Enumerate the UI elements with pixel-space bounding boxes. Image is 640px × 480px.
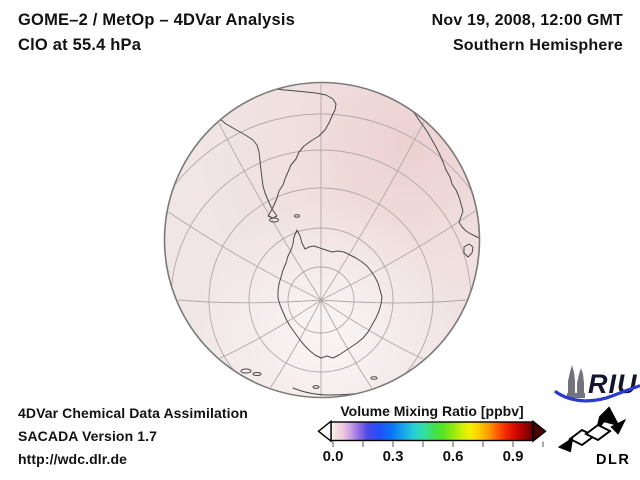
datetime-label: Nov 19, 2008, 12:00 GMT xyxy=(431,12,623,29)
graticule xyxy=(165,83,479,397)
coast-island xyxy=(269,217,279,223)
footer-line-3: http://wdc.dlr.de xyxy=(18,451,128,467)
figure-title: GOME–2 / MetOp – 4DVar Analysis ClO at 5… xyxy=(18,8,295,58)
coast-island xyxy=(370,376,378,380)
dlr-logo: DLR xyxy=(557,406,630,468)
dlr-logo-text: DLR xyxy=(596,452,630,468)
colorbar-title: Volume Mixing Ratio [ppbv] xyxy=(340,403,524,419)
colorbar-tick-label: 0.3 xyxy=(382,448,404,465)
graticule-meridian xyxy=(270,299,322,388)
graticule-meridian xyxy=(320,299,373,389)
colorbar-tick-label: 0.6 xyxy=(442,448,464,465)
colorbar-right-arrow xyxy=(532,419,547,443)
colorbar-left-arrow xyxy=(317,419,332,443)
colorbar-tick-label: 0.9 xyxy=(502,448,524,465)
globe-low-value-tint xyxy=(164,82,480,398)
graticule-meridian xyxy=(177,299,322,304)
graticule-meridian xyxy=(320,121,425,301)
colorbar xyxy=(317,419,547,447)
colorbar-ticks xyxy=(332,441,544,447)
coast-island xyxy=(252,372,262,376)
coast-island xyxy=(312,385,320,389)
cathedral-icon xyxy=(567,365,585,398)
riu-logo-text: RIU xyxy=(588,369,638,399)
footer-line-2: SACADA Version 1.7 xyxy=(18,428,157,444)
coast-island xyxy=(463,243,474,258)
title-line-1: GOME–2 / MetOp – 4DVar Analysis xyxy=(18,11,296,29)
footer-credits: 4DVar Chemical Data Assimilation SACADA … xyxy=(18,402,248,471)
dlr-emblem-icon xyxy=(557,406,627,453)
graticule-meridian xyxy=(218,122,322,301)
colorbar-gradient-bar xyxy=(330,421,534,442)
figure-date-region: Nov 19, 2008, 12:00 GMT Southern Hemisph… xyxy=(432,8,623,58)
coast-island xyxy=(240,368,252,374)
coast-south-america xyxy=(204,87,337,219)
riu-swoosh xyxy=(554,384,640,403)
footer-line-1: 4DVar Chemical Data Assimilation xyxy=(18,405,248,421)
graticule-meridian xyxy=(220,299,322,359)
colorbar-tick-label: 0.0 xyxy=(322,448,344,465)
region-label: Southern Hemisphere xyxy=(452,37,623,54)
graticule-meridian xyxy=(168,211,322,301)
graticule-meridian xyxy=(320,299,424,360)
coast-island xyxy=(294,214,300,218)
graticule-meridian xyxy=(320,299,467,304)
coast-antarctica xyxy=(277,229,383,359)
riu-logo: RIU xyxy=(554,365,640,403)
globe xyxy=(163,81,481,399)
globe-limb xyxy=(163,81,481,399)
title-line-2: ClO at 55.4 hPa xyxy=(18,36,142,54)
